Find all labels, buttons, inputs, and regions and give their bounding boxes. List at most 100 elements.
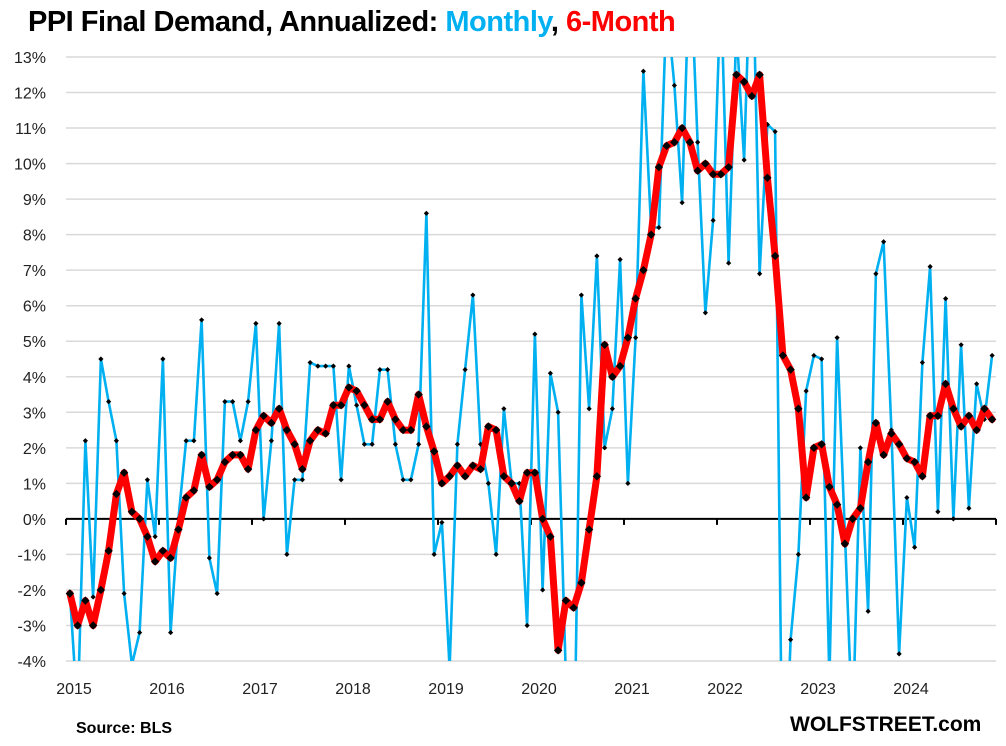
six-month-data-point xyxy=(925,411,935,421)
monthly-data-point xyxy=(431,551,437,558)
y-tick-label: 7% xyxy=(23,263,46,280)
monthly-data-point xyxy=(795,551,801,558)
six-month-data-point xyxy=(236,450,245,460)
y-tick-label: -2% xyxy=(18,583,46,600)
six-month-data-point xyxy=(654,162,664,172)
six-month-data-point xyxy=(856,504,865,513)
monthly-data-point xyxy=(199,317,205,323)
six-month-data-point xyxy=(848,514,857,524)
six-month-data-point xyxy=(577,578,586,588)
y-tick-label: 1% xyxy=(23,476,46,493)
six-month-data-point xyxy=(181,493,191,502)
six-month-data-point xyxy=(290,440,299,449)
six-month-data-point xyxy=(112,489,121,499)
six-month-data-point xyxy=(530,468,540,477)
six-month-data-point xyxy=(65,589,75,598)
six-month-data-point xyxy=(81,596,90,605)
monthly-data-point xyxy=(617,256,623,263)
six-month-data-point xyxy=(763,173,772,182)
monthly-data-point xyxy=(230,399,236,405)
monthly-data-point xyxy=(734,26,739,31)
six-month-data-point xyxy=(259,411,268,421)
six-month-data-point xyxy=(391,415,400,424)
monthly-data-point xyxy=(276,320,282,327)
six-month-data-point xyxy=(987,415,997,424)
x-tick-label: 2020 xyxy=(521,681,557,698)
monthly-data-point xyxy=(966,505,972,511)
monthly-data-point xyxy=(447,666,452,671)
six-month-data-point xyxy=(840,539,850,548)
six-month-data-point xyxy=(739,77,749,87)
x-tick-label: 2024 xyxy=(893,681,929,698)
monthly-data-point xyxy=(299,477,305,483)
monthly-data-point xyxy=(865,608,871,614)
six-month-data-point xyxy=(809,443,819,453)
six-month-data-point xyxy=(701,159,710,168)
six-month-data-point xyxy=(910,457,919,467)
monthly-data-point xyxy=(206,555,212,561)
six-month-data-point xyxy=(88,621,98,630)
x-tick-label: 2021 xyxy=(614,681,650,698)
title-separator: , xyxy=(550,6,566,38)
six-month-data-point xyxy=(352,386,361,396)
monthly-data-point xyxy=(98,356,104,362)
monthly-data-point xyxy=(152,534,158,540)
monthly-data-point xyxy=(602,445,608,451)
six-month-data-point xyxy=(902,454,912,463)
six-month-data-point xyxy=(150,557,160,566)
six-month-data-point xyxy=(127,507,137,516)
six-month-data-point xyxy=(708,170,718,179)
brand-label: WOLFSTREET.com xyxy=(790,713,982,736)
six-month-data-point xyxy=(507,479,516,488)
monthly-data-point xyxy=(981,416,987,422)
x-axis-tick-labels: 2015 2016 2017 2018 2019 2020 2021 2022 2023 2024 xyxy=(56,681,929,698)
monthly-data-point xyxy=(82,438,88,444)
monthly-data-point xyxy=(439,519,445,526)
monthly-data-point xyxy=(547,370,553,376)
y-tick-label: 0% xyxy=(23,512,46,529)
six-month-data-point xyxy=(282,425,292,435)
six-month-data-point xyxy=(143,532,152,541)
six-month-data-point xyxy=(569,603,578,612)
monthly-data-point xyxy=(919,359,925,366)
monthly-data-point xyxy=(245,399,251,405)
six-month-data-point xyxy=(367,415,377,424)
six-month-data-point xyxy=(329,400,338,410)
six-month-data-point xyxy=(662,141,671,151)
monthly-data-point xyxy=(377,367,383,373)
six-month-data-point xyxy=(429,447,439,456)
monthly-data-point xyxy=(268,438,274,444)
six-month-data-point xyxy=(592,472,602,481)
monthly-data-point xyxy=(819,356,825,362)
monthly-data-point xyxy=(160,356,166,362)
y-tick-label: 8% xyxy=(23,228,46,245)
six-month-data-point xyxy=(786,365,795,374)
six-month-data-point xyxy=(398,425,408,435)
six-month-data-point xyxy=(274,404,284,413)
monthly-data-point xyxy=(330,363,336,369)
y-tick-label: 9% xyxy=(23,192,46,209)
monthly-data-point xyxy=(741,157,747,163)
y-tick-label: 11% xyxy=(15,121,46,138)
y-tick-label: 6% xyxy=(23,299,46,316)
six-month-data-point xyxy=(212,475,222,484)
six-month-data-point xyxy=(298,464,307,474)
six-month-data-point xyxy=(631,294,640,303)
chart-title: PPI Final Demand, Annualized: Monthly, 6… xyxy=(28,6,676,39)
six-month-data-point xyxy=(964,411,974,421)
six-month-data-point xyxy=(677,123,687,133)
monthly-data-point xyxy=(578,292,584,298)
monthly-data-point xyxy=(524,622,530,629)
title-prefix: PPI Final Demand, Annualized: xyxy=(28,6,446,38)
monthly-data-point xyxy=(75,712,80,717)
monthly-data-point xyxy=(392,441,398,447)
monthly-data-point xyxy=(129,662,134,667)
six-month-data-point xyxy=(414,390,423,399)
six-month-data-point xyxy=(383,397,392,406)
six-month-data-point xyxy=(313,425,323,435)
x-tick-label: 2017 xyxy=(242,681,278,698)
monthly-data-point xyxy=(191,438,197,444)
monthly-data-point xyxy=(873,271,879,277)
six-month-data-point xyxy=(135,514,144,524)
